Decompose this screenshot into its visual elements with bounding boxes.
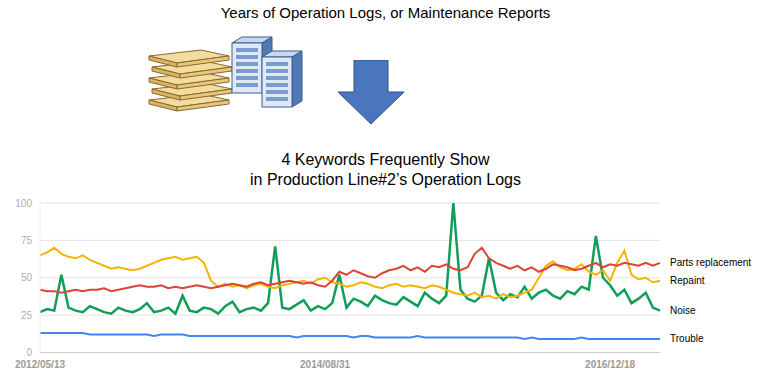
svg-text:Trouble: Trouble bbox=[670, 333, 704, 344]
html-text:4 Keywords Frequently Show in: 4 Keywords Frequently Show in Production… bbox=[250, 151, 521, 188]
svg-text:Parts replacement: Parts replacement bbox=[670, 257, 751, 268]
svg-text:Repaint: Repaint bbox=[670, 275, 705, 286]
svg-text:2016/12/18: 2016/12/18 bbox=[585, 359, 635, 370]
svg-text:0: 0 bbox=[26, 347, 32, 358]
svg-text:100: 100 bbox=[15, 198, 32, 209]
html-text:Years of Operation Logs, or Ma: Years of Operation Logs, or Maintenance … bbox=[220, 4, 551, 21]
svg-text:50: 50 bbox=[21, 272, 33, 283]
svg-text:75: 75 bbox=[21, 235, 33, 246]
svg-text:2014/08/31: 2014/08/31 bbox=[300, 359, 350, 370]
svg-text:2012/05/13: 2012/05/13 bbox=[15, 359, 65, 370]
svg-text:25: 25 bbox=[21, 310, 33, 321]
svg-text:Noise: Noise bbox=[670, 305, 696, 316]
